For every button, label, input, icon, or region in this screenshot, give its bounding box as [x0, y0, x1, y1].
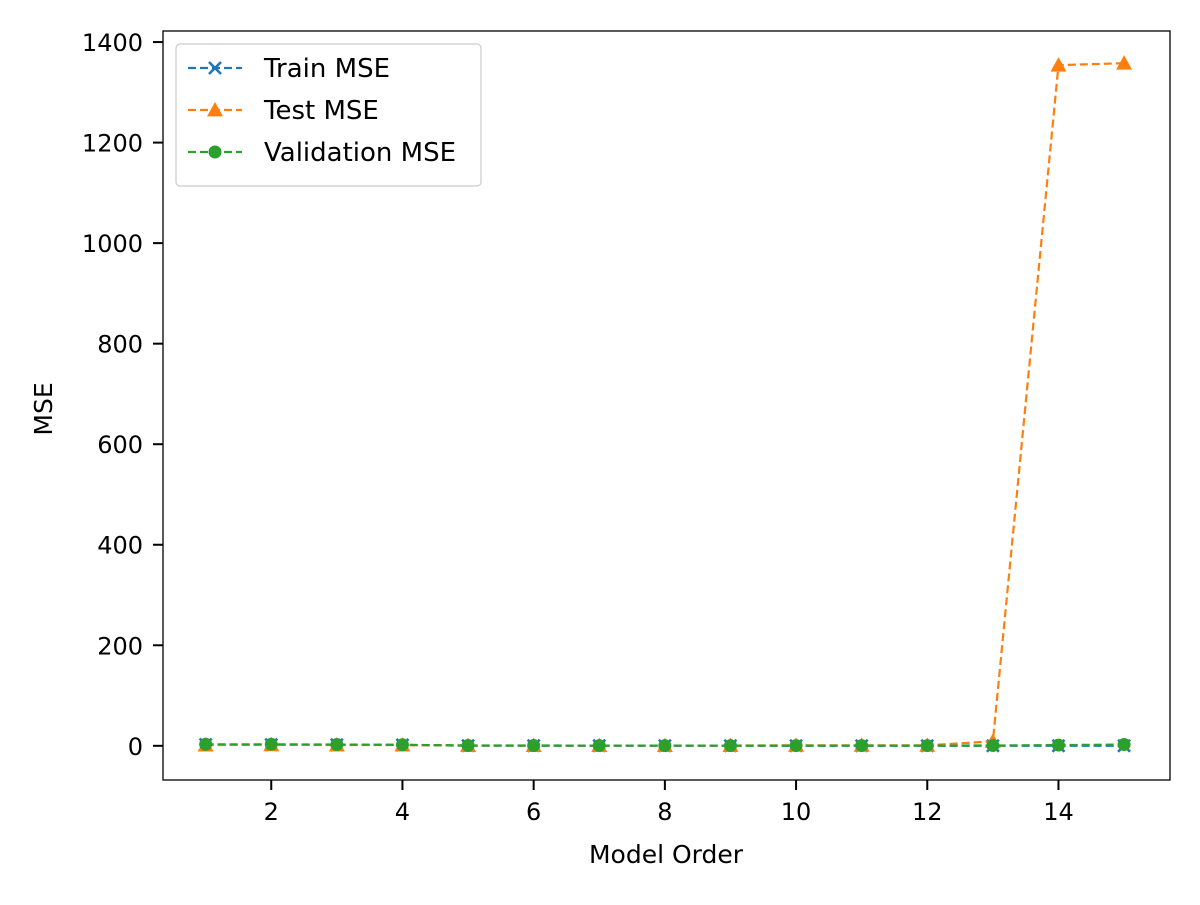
data-point [592, 739, 606, 753]
y-tick-label: 1000 [82, 230, 143, 258]
legend-marker [208, 61, 222, 75]
data-point [264, 737, 278, 751]
data-point [1116, 55, 1133, 70]
data-point [986, 739, 1000, 753]
legend-label: Validation MSE [264, 138, 456, 168]
data-point [395, 738, 409, 752]
x-axis-label: Model Order [589, 840, 744, 869]
data-point [1051, 738, 1065, 752]
legend-label: Train MSE [263, 54, 390, 84]
legend-label: Test MSE [263, 96, 379, 126]
data-point [527, 739, 541, 753]
y-tick-label: 400 [97, 532, 143, 560]
legend-box [175, 43, 482, 187]
legend-entry: Train MSE [188, 54, 390, 84]
y-tick-label: 1400 [82, 29, 143, 57]
data-point [461, 739, 475, 753]
data-point [920, 739, 934, 753]
x-tick-label: 12 [912, 798, 943, 826]
legend: Train MSE Test MSE Validation MSE [175, 43, 482, 187]
legend-entry: Test MSE [188, 96, 379, 126]
legend-marker [208, 145, 222, 159]
y-axis-label: MSE [29, 382, 58, 435]
data-point [1117, 738, 1131, 752]
data-point [789, 739, 803, 753]
plot-marks [197, 55, 1133, 753]
y-tick-label: 1200 [82, 130, 143, 158]
data-point [1050, 57, 1067, 72]
legend-entry: Validation MSE [188, 138, 456, 168]
x-tick-label: 4 [395, 798, 410, 826]
data-point [199, 737, 213, 751]
data-point [723, 739, 737, 753]
x-tick-label: 14 [1043, 798, 1074, 826]
x-tick-label: 2 [264, 798, 279, 826]
data-point [330, 738, 344, 752]
plot-area-frame [162, 30, 1171, 781]
data-point [658, 739, 672, 753]
y-tick-label: 800 [97, 331, 143, 359]
legend-marker [207, 102, 223, 117]
axes: 2 4 6 8 10 12 14 0 200 400 600 800 1000 1200 1400 [82, 29, 1074, 826]
x-tick-label: 8 [657, 798, 672, 826]
data-point [855, 739, 869, 753]
y-tick-label: 200 [97, 632, 143, 660]
y-tick-label: 0 [128, 733, 143, 761]
x-tick-label: 10 [781, 798, 812, 826]
x-tick-label: 6 [526, 798, 541, 826]
y-tick-label: 600 [97, 431, 143, 459]
